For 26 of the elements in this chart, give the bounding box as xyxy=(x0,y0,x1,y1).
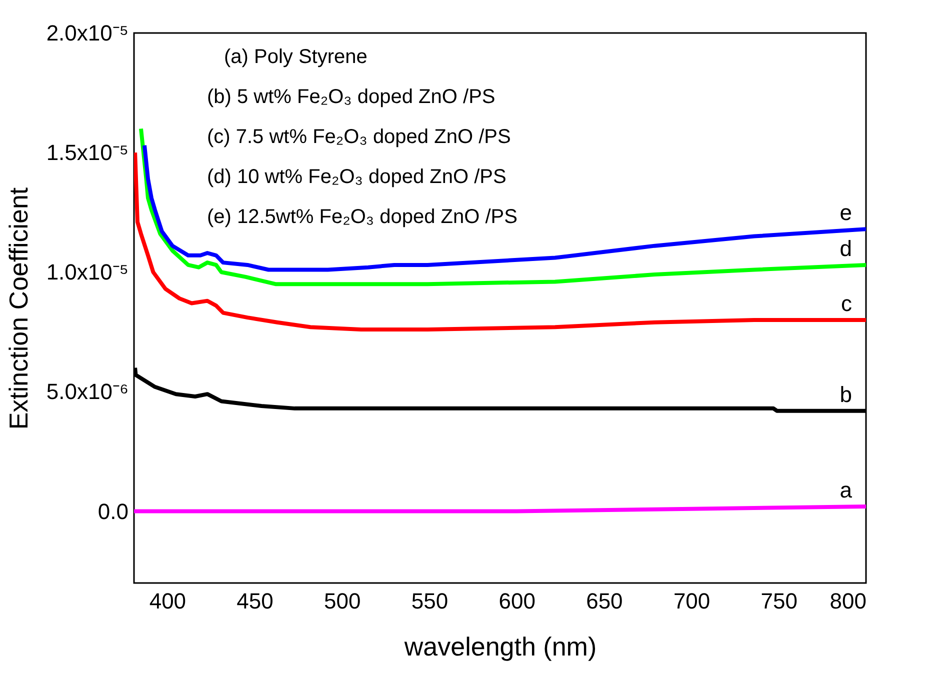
y-tick-label: 1.5x10⁻⁵ xyxy=(46,140,128,166)
y-tick-label: 0.0 xyxy=(98,498,128,524)
y-tick-label: 2.0x10⁻⁵ xyxy=(46,20,128,46)
annotation: (e) 12.5wt% Fe₂O₃ doped ZnO /PS xyxy=(207,206,518,228)
annotation: b xyxy=(840,382,852,407)
y-tick-label: 5.0x10⁻⁶ xyxy=(46,379,128,404)
x-tick-label: 750 xyxy=(760,588,798,614)
y-axis-title: Extinction Coefficient xyxy=(3,186,34,430)
annotation: (b) 5 wt% Fe₂O₃ doped ZnO /PS xyxy=(207,86,496,108)
x-tick-label: 800 xyxy=(830,588,866,614)
annotation: (a) Poly Styrene xyxy=(224,46,368,68)
x-axis-title: wavelength (nm) xyxy=(403,632,597,662)
x-tick-label: 400 xyxy=(149,588,186,614)
x-tick-label: 500 xyxy=(324,588,361,614)
x-tick-label: 450 xyxy=(236,588,274,614)
x-tick-label: 600 xyxy=(498,588,536,614)
x-tick-label: 700 xyxy=(673,588,710,614)
x-tick-label: 550 xyxy=(411,588,448,614)
annotation: (d) 10 wt% Fe₂O₃ doped ZnO /PS xyxy=(207,166,506,188)
annotation: d xyxy=(840,236,852,261)
x-tick-label: 650 xyxy=(586,588,623,614)
annotation: c xyxy=(841,290,852,316)
annotation: a xyxy=(840,477,853,502)
y-tick-label: 1.0x10⁻⁵ xyxy=(46,260,128,285)
annotation: e xyxy=(840,200,852,226)
annotation: (c) 7.5 wt% Fe₂O₃ doped ZnO /PS xyxy=(207,126,511,148)
